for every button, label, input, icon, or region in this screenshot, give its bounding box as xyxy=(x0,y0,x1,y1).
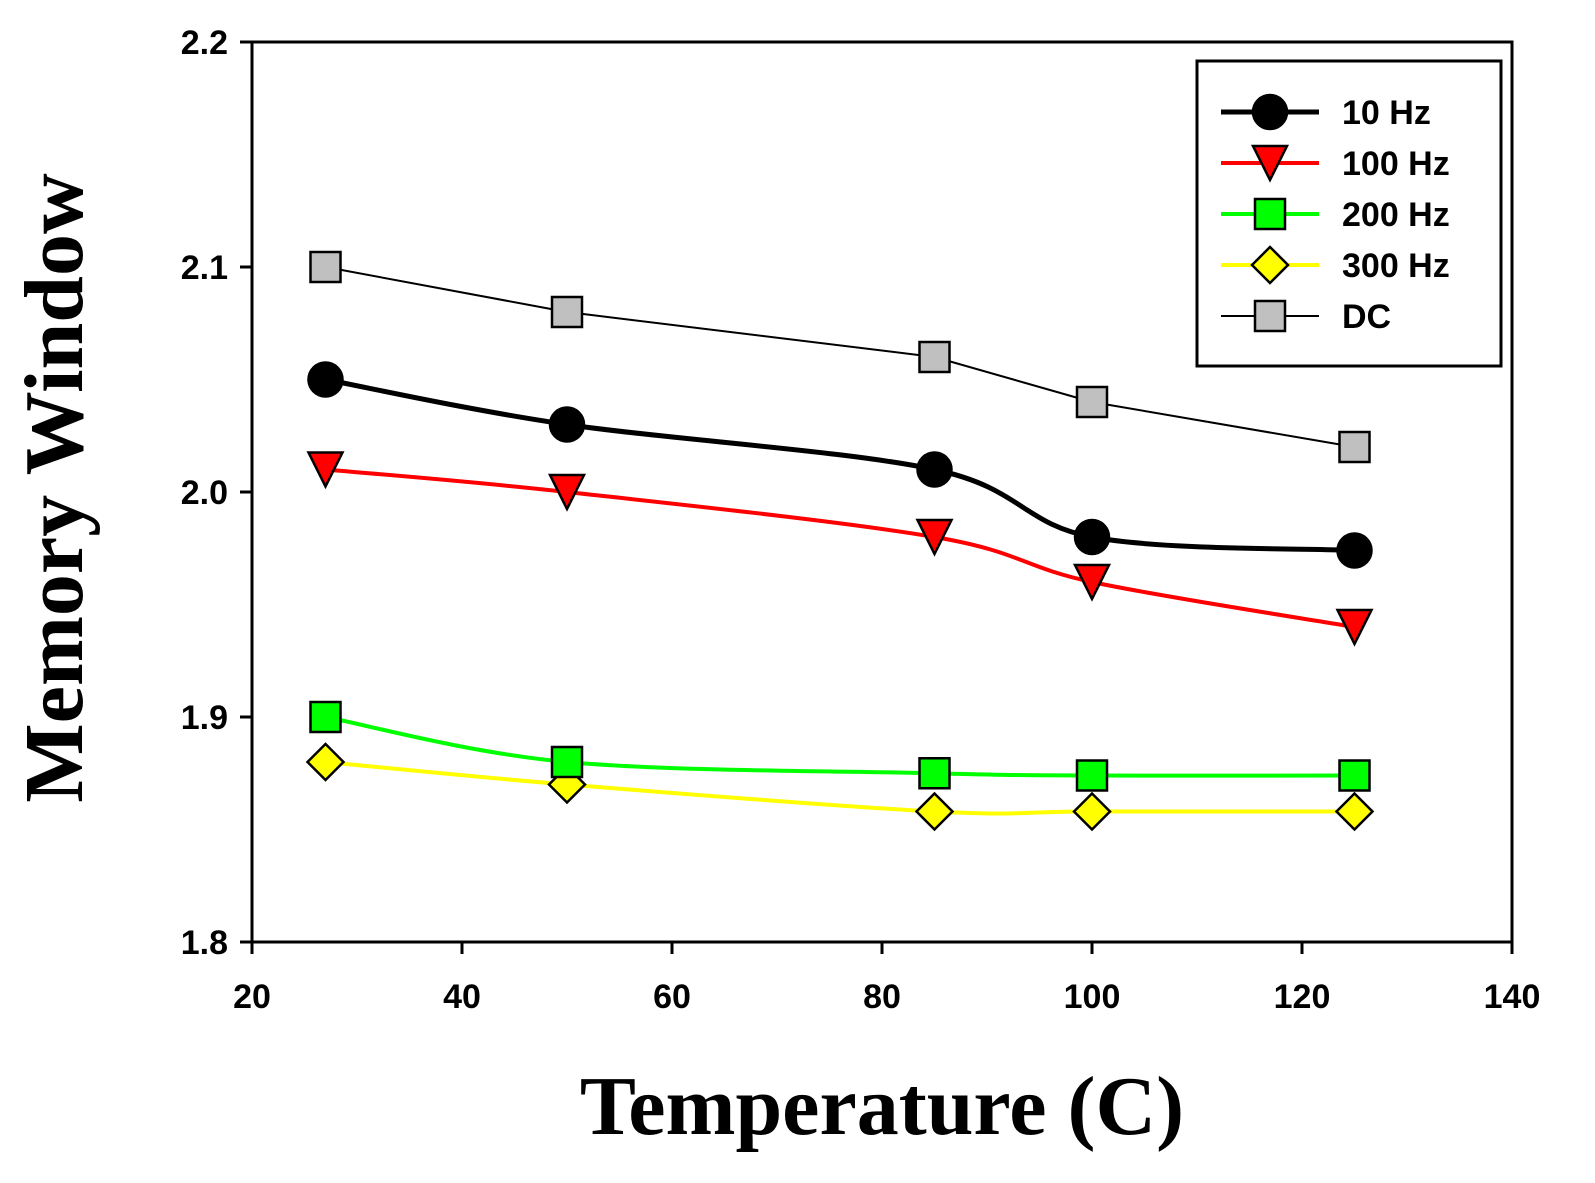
series-layer xyxy=(305,250,1375,832)
x-tick-label: 80 xyxy=(863,978,901,1016)
legend-label: 10 Hz xyxy=(1342,94,1431,132)
data-point xyxy=(1338,759,1371,792)
legend-item: 300 Hz xyxy=(1221,245,1450,285)
series-line xyxy=(325,715,1355,778)
x-tick-label: 100 xyxy=(1064,978,1121,1016)
y-tick-label: 2.2 xyxy=(181,24,228,62)
data-point xyxy=(1338,430,1371,464)
series-100-hz xyxy=(306,451,1374,647)
data-point xyxy=(1334,791,1375,832)
data-point xyxy=(305,742,346,782)
data-point xyxy=(918,757,951,790)
legend-item: 200 Hz xyxy=(1221,196,1450,234)
data-point xyxy=(1335,608,1374,647)
series-10-hz xyxy=(307,361,1373,569)
legend-marker xyxy=(1251,93,1289,131)
data-point xyxy=(916,451,953,488)
legend-marker xyxy=(1253,197,1287,231)
series-dc xyxy=(309,250,1371,464)
x-tick-label: 20 xyxy=(233,978,271,1016)
data-point xyxy=(1072,791,1112,832)
data-point xyxy=(1072,563,1112,602)
legend-item: 100 Hz xyxy=(1221,144,1450,183)
data-point xyxy=(915,518,954,557)
y-tick-label: 2.1 xyxy=(181,249,228,287)
data-point xyxy=(547,473,587,512)
data-point xyxy=(550,295,584,329)
data-point xyxy=(309,250,342,284)
data-point xyxy=(548,406,586,443)
data-point xyxy=(1073,518,1111,556)
legend-marker xyxy=(1253,299,1287,333)
data-point xyxy=(307,361,344,398)
y-tick-label: 1.8 xyxy=(181,924,228,962)
legend: 10 Hz 100 Hz 200 Hz 300 Hz DC xyxy=(1195,59,1503,368)
data-point xyxy=(550,745,584,779)
x-tick-label: 140 xyxy=(1484,978,1541,1016)
legend-marker xyxy=(1250,245,1290,285)
data-point xyxy=(1075,385,1109,419)
legend-label: DC xyxy=(1342,298,1391,336)
x-tick-label: 60 xyxy=(653,978,691,1016)
data-point xyxy=(1075,759,1109,792)
data-point xyxy=(306,451,345,490)
data-point xyxy=(1336,532,1373,569)
legend-item: 10 Hz xyxy=(1221,93,1431,132)
series-line xyxy=(325,760,1355,816)
y-tick-label: 1.9 xyxy=(181,699,228,737)
data-point xyxy=(918,340,951,374)
axes: 20 40 60 80 100 120 140 1.8 1.9 2.0 2.1 2.2 xyxy=(181,24,1541,1016)
legend-marker xyxy=(1250,144,1290,183)
x-axis-title: Temperature (C) xyxy=(580,1060,1184,1153)
x-tick-label: 120 xyxy=(1274,978,1331,1016)
data-point xyxy=(914,791,955,832)
legend-label: 100 Hz xyxy=(1342,145,1450,183)
data-point xyxy=(309,700,342,734)
y-tick-label: 2.0 xyxy=(181,474,228,512)
legend-label: 200 Hz xyxy=(1342,196,1450,234)
legend-item: DC xyxy=(1221,298,1391,336)
y-axis-title: Memory Window xyxy=(8,173,101,803)
x-tick-label: 40 xyxy=(443,978,481,1016)
series-200-hz xyxy=(309,700,1371,792)
legend-label: 300 Hz xyxy=(1342,247,1450,285)
series-line xyxy=(325,467,1355,629)
